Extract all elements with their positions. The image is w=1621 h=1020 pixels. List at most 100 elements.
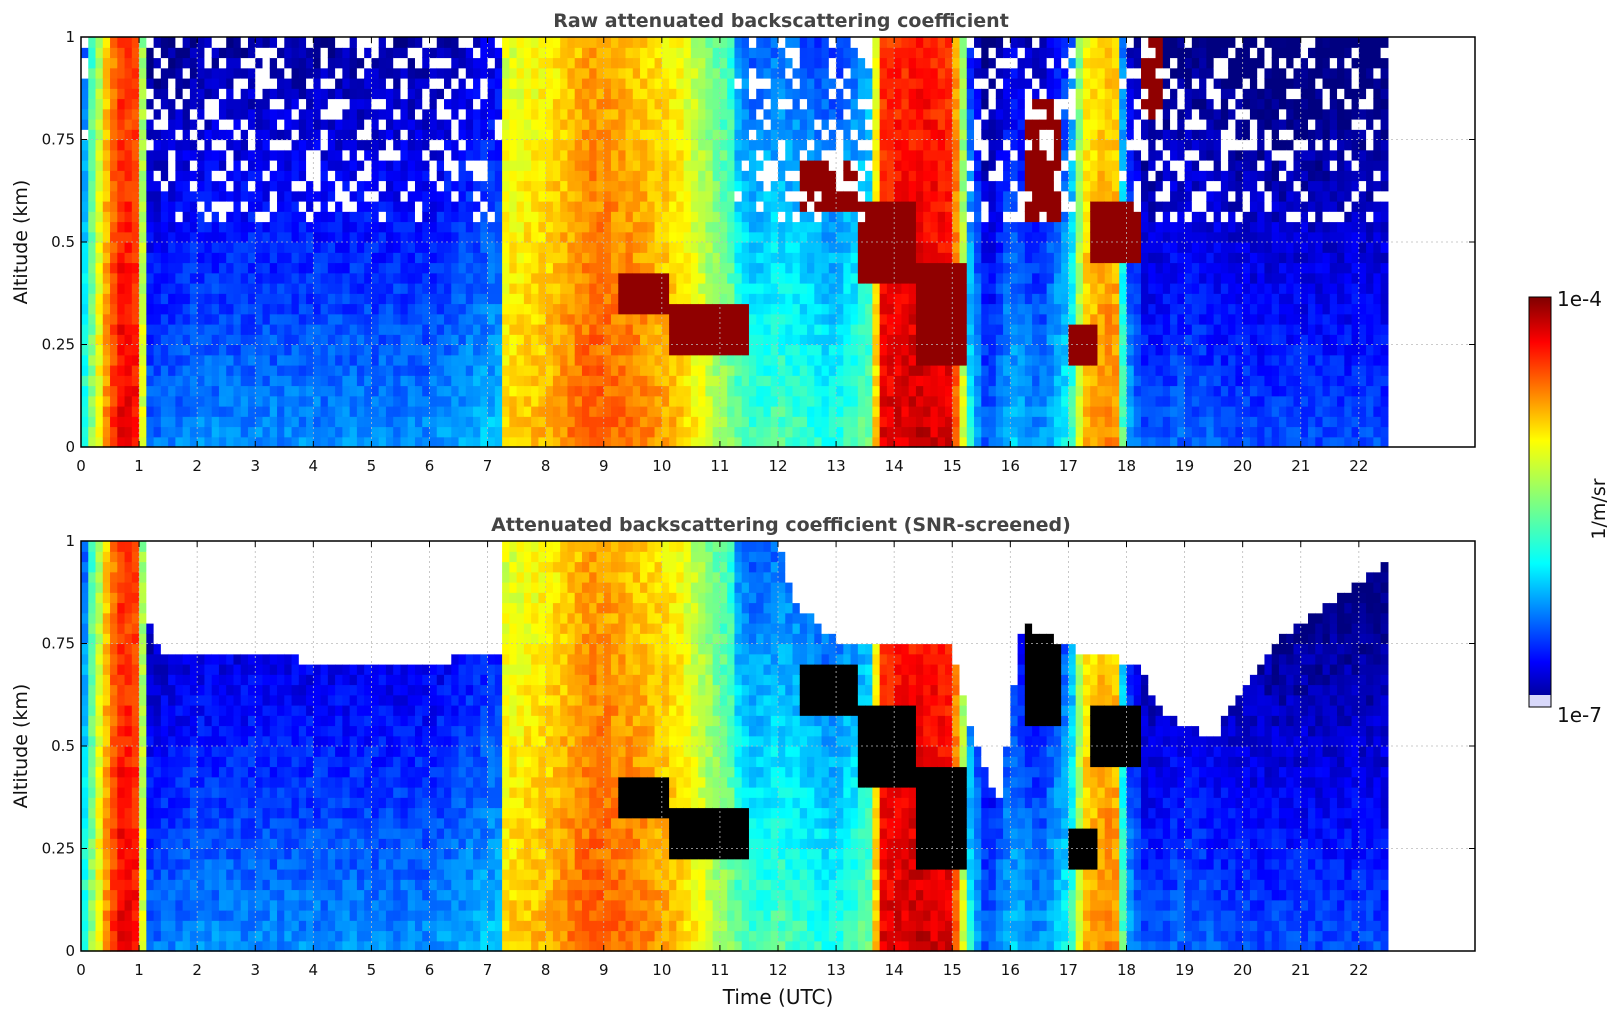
heatmap-cell: [581, 324, 590, 335]
heatmap-cell: [247, 344, 256, 356]
heatmap-cell: [872, 47, 881, 59]
heatmap-cell: [952, 231, 961, 243]
heatmap-cell: [218, 293, 227, 305]
heatmap-cell: [850, 334, 859, 346]
heatmap-cell: [487, 395, 496, 407]
heatmap-cell: [981, 98, 990, 110]
heatmap-cell: [560, 272, 569, 284]
heatmap-cell: [473, 262, 481, 274]
heatmap-cell: [850, 139, 859, 151]
heatmap-cell: [306, 180, 314, 192]
heatmap-cell: [879, 303, 888, 315]
heatmap-cell: [763, 324, 772, 335]
heatmap-cell: [218, 385, 227, 397]
heatmap-cell: [175, 211, 184, 223]
heatmap-cell: [589, 365, 598, 376]
heatmap-cell: [168, 406, 176, 417]
heatmap-cell: [937, 293, 946, 305]
heatmap-cell: [335, 78, 343, 89]
heatmap-cell: [160, 313, 169, 325]
heatmap-cell: [204, 47, 213, 59]
heatmap-cell: [981, 242, 990, 253]
heatmap-cell: [342, 129, 351, 141]
heatmap-cell: [102, 119, 111, 130]
heatmap-cell: [436, 139, 445, 151]
heatmap-cell: [298, 426, 307, 438]
heatmap-cell: [335, 283, 343, 294]
heatmap-cell: [458, 406, 467, 417]
heatmap-cell: [88, 108, 97, 120]
heatmap-cell: [908, 375, 917, 387]
heatmap-cell: [734, 108, 743, 120]
heatmap-cell: [937, 324, 946, 335]
heatmap-cell: [226, 313, 235, 325]
heatmap-cell: [538, 252, 547, 264]
heatmap-cell: [117, 47, 126, 59]
heatmap-cell: [799, 47, 808, 59]
heatmap-cell: [915, 272, 924, 284]
heatmap-cell: [516, 57, 525, 69]
heatmap-cell: [88, 303, 97, 315]
heatmap-cell: [981, 88, 990, 100]
heatmap-cell: [778, 416, 786, 428]
heatmap-cell: [712, 67, 721, 79]
heatmap-cell: [778, 385, 786, 397]
heatmap-cell: [429, 47, 438, 59]
heatmap-cell: [683, 344, 692, 356]
heatmap-cell: [974, 160, 982, 171]
heatmap-cell: [110, 242, 118, 253]
heatmap-cell: [850, 149, 859, 161]
heatmap-cell: [117, 303, 126, 315]
heatmap-cell: [952, 180, 961, 192]
heatmap-cell: [683, 88, 692, 100]
heatmap-cell: [400, 170, 409, 182]
heatmap-cell: [255, 190, 264, 202]
heatmap-cell: [124, 221, 133, 233]
heatmap-cell: [778, 313, 786, 325]
heatmap-cell: [131, 303, 140, 315]
heatmap-cell: [451, 47, 460, 59]
heatmap-cell: [778, 375, 786, 387]
heatmap-cell: [748, 211, 757, 223]
heatmap-cell: [523, 78, 532, 89]
heatmap-cell: [371, 313, 380, 325]
heatmap-cell: [189, 365, 198, 376]
heatmap-cell: [632, 272, 641, 284]
heatmap-cell: [618, 190, 627, 202]
heatmap-cell: [748, 436, 757, 448]
heatmap-cell: [857, 98, 866, 110]
heatmap-cell: [269, 395, 278, 407]
heatmap-cell: [160, 149, 169, 161]
heatmap-cell: [785, 37, 794, 48]
heatmap-cell: [676, 67, 685, 79]
heatmap-cell: [473, 313, 481, 325]
heatmap-cell: [407, 221, 416, 233]
heatmap-cell: [429, 272, 438, 284]
heatmap-cell: [226, 57, 235, 69]
heatmap-cell: [560, 262, 569, 274]
heatmap-cell: [371, 395, 380, 407]
heatmap-cell: [690, 334, 699, 346]
heatmap-cell: [110, 231, 118, 243]
heatmap-cell: [393, 108, 402, 120]
heatmap-cell: [894, 385, 903, 397]
heatmap-cell: [349, 149, 358, 161]
heatmap-cell: [487, 436, 496, 448]
heatmap-cell: [836, 242, 844, 253]
heatmap-cell: [901, 119, 910, 130]
heatmap-cell: [647, 139, 656, 151]
heatmap-cell: [218, 375, 227, 387]
heatmap-cell: [618, 37, 627, 48]
heatmap-cell: [320, 416, 329, 428]
heatmap-cell: [625, 344, 634, 356]
heatmap-cell: [168, 354, 176, 366]
heatmap-cell: [269, 231, 278, 243]
heatmap-cell: [603, 375, 612, 387]
heatmap-cell: [654, 385, 663, 397]
heatmap-cell: [690, 78, 699, 89]
heatmap-cell: [117, 190, 126, 202]
heatmap-cell: [509, 385, 518, 397]
heatmap-cell: [966, 221, 975, 233]
heatmap-cell: [611, 293, 619, 305]
heatmap-cell: [160, 37, 169, 48]
